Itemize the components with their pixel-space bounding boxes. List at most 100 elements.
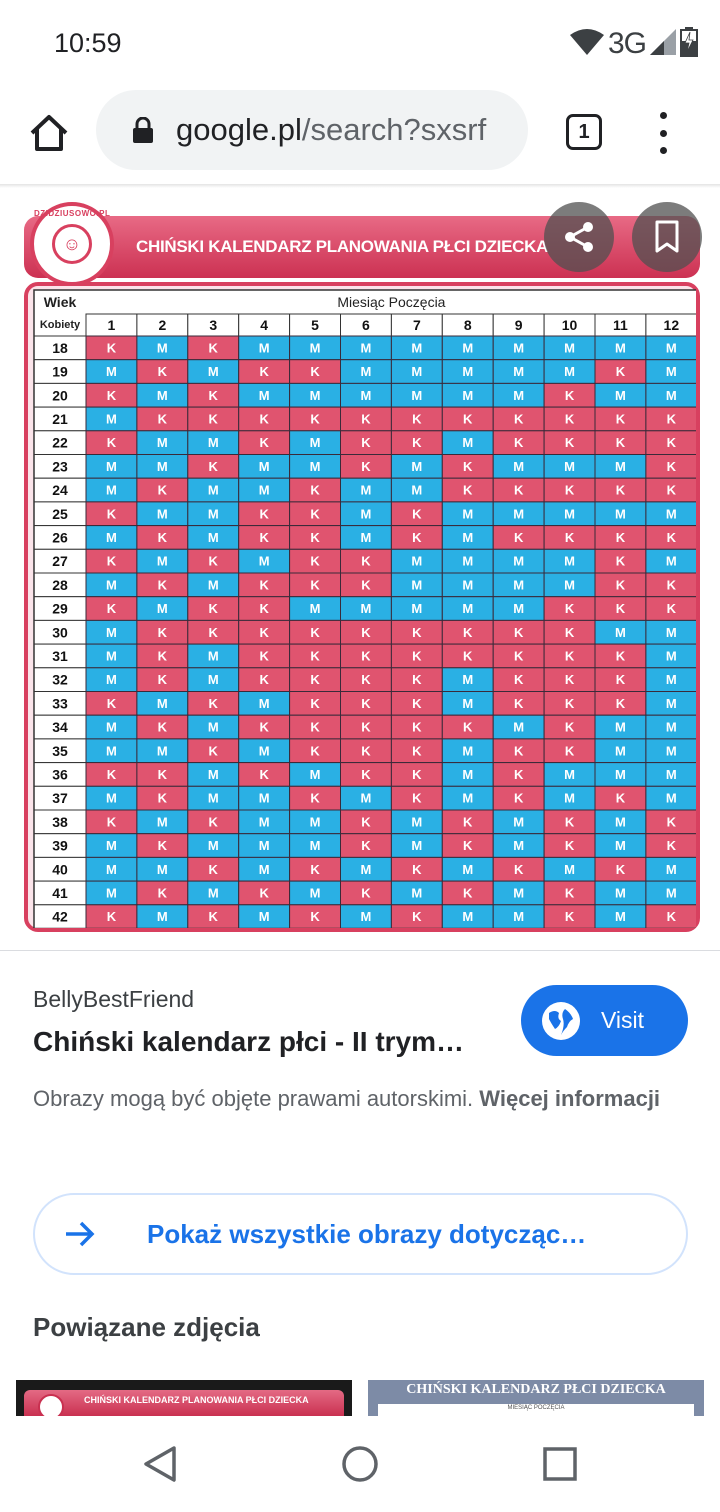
gender-label: K	[310, 364, 320, 379]
gender-label: M	[106, 743, 117, 758]
gender-label: M	[106, 625, 117, 640]
gender-label: M	[259, 862, 270, 877]
gender-label: M	[411, 388, 422, 403]
gender-label: K	[463, 459, 473, 474]
gender-label: K	[107, 767, 117, 782]
age-label: 36	[52, 766, 68, 782]
month-label: 7	[413, 317, 421, 333]
gender-label: K	[259, 506, 269, 521]
gender-label: K	[667, 601, 677, 616]
gender-label: M	[462, 909, 473, 924]
gender-label: M	[157, 435, 168, 450]
age-label: 29	[52, 601, 68, 617]
gender-label: M	[513, 814, 524, 829]
gender-label: K	[412, 767, 422, 782]
more-vert-icon[interactable]	[648, 108, 678, 158]
gender-label: K	[565, 435, 575, 450]
gender-label: M	[564, 459, 575, 474]
gender-label: K	[667, 814, 677, 829]
gender-label: K	[361, 411, 371, 426]
gender-label: M	[361, 530, 372, 545]
gender-label: M	[564, 340, 575, 355]
gender-label: K	[616, 672, 626, 687]
age-label: 34	[52, 719, 68, 735]
gender-label: M	[259, 340, 270, 355]
gender-label: K	[412, 672, 422, 687]
gender-label: M	[310, 767, 321, 782]
gender-label: K	[158, 672, 168, 687]
gender-label: M	[462, 388, 473, 403]
thumbnail-table: MIESIĄC POCZĘCIA	[378, 1404, 694, 1416]
show-all-images-button[interactable]: Pokaż wszystkie obrazy dotycząc…	[33, 1193, 688, 1275]
gender-label: K	[259, 672, 269, 687]
gender-label: M	[615, 720, 626, 735]
image-preview[interactable]: CHIŃSKI KALENDARZ PLANOWANIA PŁCI DZIECK…	[0, 188, 720, 950]
gender-label: K	[361, 720, 371, 735]
bookmark-button[interactable]	[632, 202, 702, 272]
gender-label: K	[565, 601, 575, 616]
gender-label: K	[412, 743, 422, 758]
gender-label: K	[514, 743, 524, 758]
gender-label: K	[463, 483, 473, 498]
gender-label: M	[462, 577, 473, 592]
gender-label: M	[462, 506, 473, 521]
gender-label: K	[514, 672, 524, 687]
month-label: 1	[108, 317, 116, 333]
related-thumbnail-1[interactable]: CHIŃSKI KALENDARZ PLANOWANIA PŁCI DZIECK…	[16, 1380, 352, 1416]
gender-label: K	[463, 720, 473, 735]
gender-label: K	[361, 814, 371, 829]
gender-label: M	[513, 885, 524, 900]
gender-label: K	[259, 601, 269, 616]
gender-label: M	[513, 577, 524, 592]
home-button[interactable]	[24, 108, 74, 158]
more-info-link[interactable]: Więcej informacji	[479, 1086, 661, 1111]
gender-label: K	[412, 909, 422, 924]
gender-label: K	[514, 648, 524, 663]
gender-label: M	[208, 838, 219, 853]
result-title[interactable]: Chiński kalendarz płci - II trym…	[33, 1026, 465, 1057]
gender-label: K	[361, 435, 371, 450]
related-thumbnail-2[interactable]: CHIŃSKI KALENDARZ PŁCI DZIECKA MIESIĄC P…	[368, 1380, 704, 1416]
gender-label: M	[513, 601, 524, 616]
gender-label: K	[412, 720, 422, 735]
age-label: 19	[52, 364, 68, 380]
gender-label: M	[157, 459, 168, 474]
gender-label: M	[361, 862, 372, 877]
tabs-button[interactable]: 1	[566, 114, 602, 150]
gender-label: M	[411, 364, 422, 379]
month-label: 3	[209, 317, 217, 333]
address-bar[interactable]: google.pl/search?sxsrf	[96, 90, 528, 170]
back-button[interactable]	[138, 1442, 182, 1486]
gender-label: K	[107, 435, 117, 450]
logo-text: DZIDZIUSOWO.PL	[34, 209, 111, 218]
gender-label: M	[259, 459, 270, 474]
gender-label: M	[208, 364, 219, 379]
gender-label: K	[565, 483, 575, 498]
gender-label: M	[259, 483, 270, 498]
gender-label: M	[462, 672, 473, 687]
status-icons: 3G	[569, 24, 698, 64]
gender-label: K	[616, 411, 626, 426]
visit-button[interactable]: Visit	[521, 985, 688, 1056]
age-label: 37	[52, 790, 68, 806]
gender-label: K	[667, 483, 677, 498]
gender-label: K	[361, 459, 371, 474]
gender-label: M	[615, 885, 626, 900]
month-label: 2	[158, 317, 166, 333]
gender-label: K	[310, 411, 320, 426]
home-nav-button[interactable]	[338, 1442, 382, 1486]
recents-button[interactable]	[538, 1442, 582, 1486]
gender-label: M	[106, 577, 117, 592]
gender-label: M	[310, 340, 321, 355]
gender-label: K	[565, 814, 575, 829]
gender-label: K	[209, 696, 219, 711]
gender-label: M	[462, 696, 473, 711]
gender-label: K	[361, 838, 371, 853]
share-button[interactable]	[544, 202, 614, 272]
gender-label: M	[411, 340, 422, 355]
gender-label: M	[208, 577, 219, 592]
gender-label: M	[411, 885, 422, 900]
age-label: 28	[52, 577, 68, 593]
gender-label: K	[310, 672, 320, 687]
result-source[interactable]: BellyBestFriend	[33, 986, 195, 1012]
